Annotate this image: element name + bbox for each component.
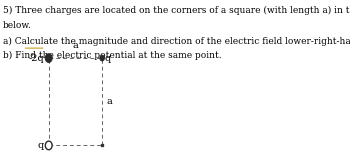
- Text: +: +: [45, 140, 53, 150]
- Text: b) Find the electric potential at the same point.: b) Find the electric potential at the sa…: [2, 50, 221, 60]
- Text: a: a: [72, 41, 78, 50]
- Text: below.: below.: [2, 21, 31, 30]
- Text: a) Calculate the magnitude and direction of the electric field lower-right-hand : a) Calculate the magnitude and direction…: [2, 37, 350, 46]
- Text: -2q: -2q: [28, 54, 44, 63]
- Text: a: a: [107, 97, 112, 106]
- Text: 5) Three charges are located on the corners of a square (with length a) in the p: 5) Three charges are located on the corn…: [2, 6, 350, 15]
- Bar: [102, 144, 103, 146]
- Circle shape: [46, 54, 52, 62]
- Circle shape: [46, 141, 52, 150]
- Circle shape: [100, 55, 104, 61]
- Text: q: q: [38, 141, 44, 150]
- Text: q: q: [105, 54, 111, 63]
